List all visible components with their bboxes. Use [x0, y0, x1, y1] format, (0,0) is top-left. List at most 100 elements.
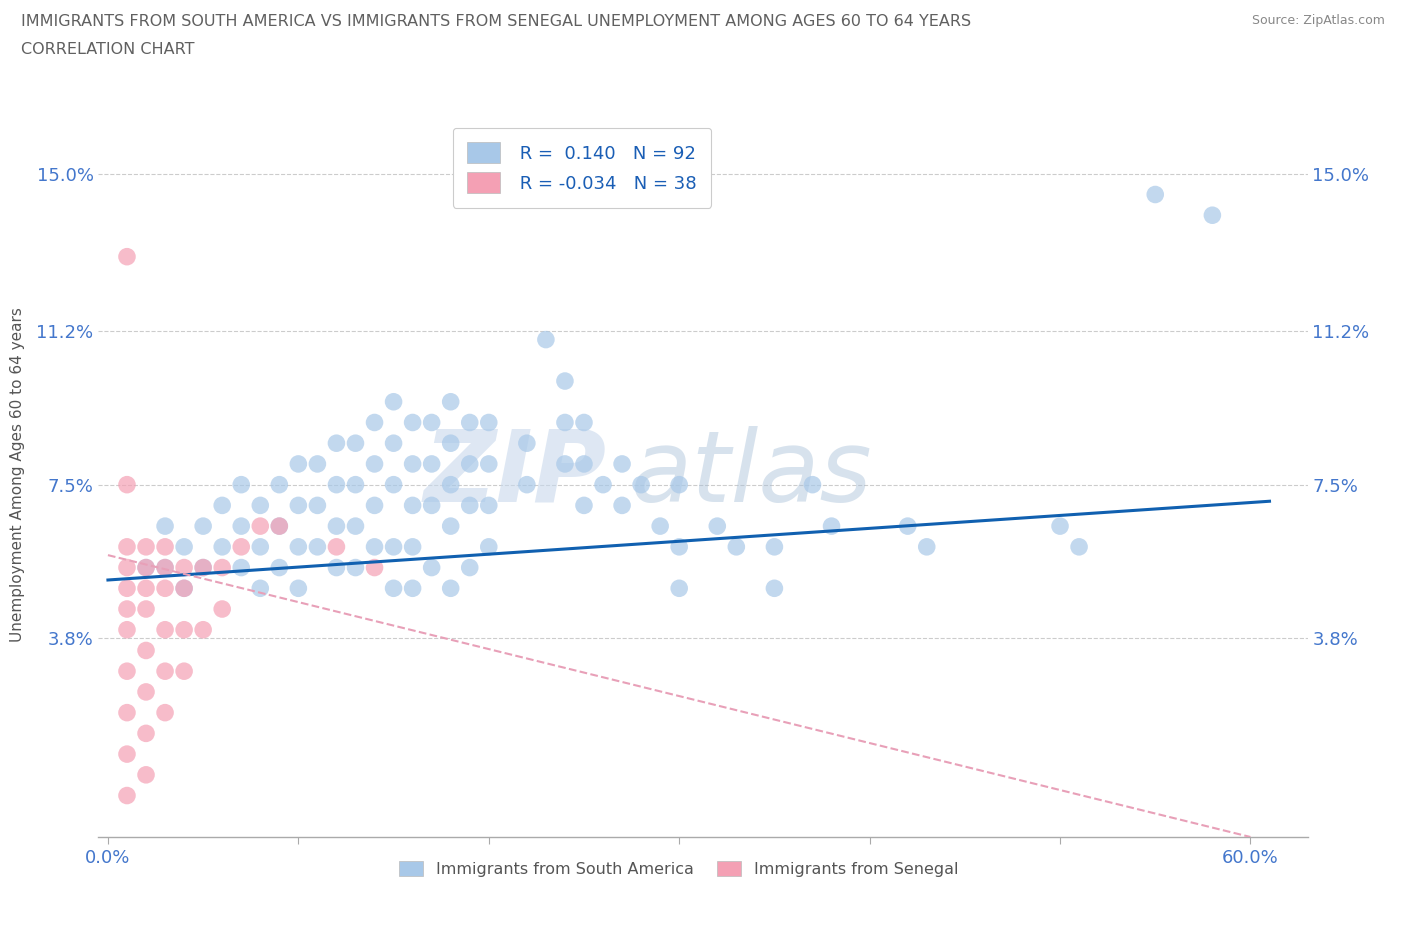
Point	[458, 560, 481, 575]
Point	[173, 622, 195, 637]
Point	[287, 581, 309, 596]
Point	[650, 519, 672, 534]
Point	[153, 664, 176, 679]
Point	[135, 602, 157, 617]
Point	[401, 498, 423, 512]
Point	[668, 477, 690, 492]
Point	[344, 477, 367, 492]
Point	[363, 560, 385, 575]
Point	[668, 539, 690, 554]
Point	[572, 415, 595, 430]
Point	[231, 539, 253, 554]
Point	[1049, 519, 1071, 534]
Point	[287, 457, 309, 472]
Point	[269, 519, 291, 534]
Point	[115, 705, 138, 720]
Point	[269, 477, 291, 492]
Point	[820, 519, 842, 534]
Point	[915, 539, 938, 554]
Point	[135, 560, 157, 575]
Point	[135, 767, 157, 782]
Point	[269, 519, 291, 534]
Point	[287, 498, 309, 512]
Point	[344, 436, 367, 451]
Point	[382, 436, 405, 451]
Point	[382, 477, 405, 492]
Point	[173, 581, 195, 596]
Point	[897, 519, 920, 534]
Point	[307, 539, 329, 554]
Point	[458, 498, 481, 512]
Point	[363, 539, 385, 554]
Point	[249, 581, 271, 596]
Point	[115, 602, 138, 617]
Legend: Immigrants from South America, Immigrants from Senegal: Immigrants from South America, Immigrant…	[392, 855, 965, 884]
Point	[191, 622, 214, 637]
Point	[173, 581, 195, 596]
Point	[610, 498, 633, 512]
Point	[420, 457, 443, 472]
Point	[572, 457, 595, 472]
Point	[191, 519, 214, 534]
Point	[363, 457, 385, 472]
Point	[287, 539, 309, 554]
Point	[440, 394, 463, 409]
Point	[135, 539, 157, 554]
Point	[307, 498, 329, 512]
Point	[325, 560, 347, 575]
Point	[173, 664, 195, 679]
Text: CORRELATION CHART: CORRELATION CHART	[21, 42, 194, 57]
Point	[1201, 207, 1223, 222]
Point	[115, 477, 138, 492]
Point	[211, 560, 233, 575]
Point	[478, 498, 501, 512]
Point	[135, 684, 157, 699]
Point	[630, 477, 652, 492]
Point	[478, 539, 501, 554]
Point	[344, 519, 367, 534]
Point	[592, 477, 614, 492]
Point	[115, 581, 138, 596]
Point	[153, 560, 176, 575]
Point	[763, 539, 786, 554]
Point	[115, 664, 138, 679]
Point	[516, 477, 538, 492]
Point	[420, 498, 443, 512]
Point	[153, 560, 176, 575]
Point	[706, 519, 728, 534]
Point	[249, 519, 271, 534]
Text: IMMIGRANTS FROM SOUTH AMERICA VS IMMIGRANTS FROM SENEGAL UNEMPLOYMENT AMONG AGES: IMMIGRANTS FROM SOUTH AMERICA VS IMMIGRA…	[21, 14, 972, 29]
Point	[325, 539, 347, 554]
Point	[135, 560, 157, 575]
Point	[307, 457, 329, 472]
Point	[211, 498, 233, 512]
Point	[610, 457, 633, 472]
Point	[211, 602, 233, 617]
Point	[401, 539, 423, 554]
Point	[363, 415, 385, 430]
Point	[135, 726, 157, 741]
Point	[478, 457, 501, 472]
Point	[115, 560, 138, 575]
Point	[401, 581, 423, 596]
Point	[572, 498, 595, 512]
Point	[231, 519, 253, 534]
Point	[440, 519, 463, 534]
Point	[420, 560, 443, 575]
Text: ZIP: ZIP	[423, 426, 606, 523]
Point	[382, 539, 405, 554]
Point	[668, 581, 690, 596]
Point	[115, 539, 138, 554]
Point	[115, 249, 138, 264]
Point	[231, 560, 253, 575]
Point	[153, 539, 176, 554]
Point	[115, 788, 138, 803]
Point	[440, 436, 463, 451]
Point	[554, 457, 576, 472]
Point	[325, 519, 347, 534]
Point	[478, 415, 501, 430]
Point	[325, 436, 347, 451]
Point	[249, 539, 271, 554]
Point	[440, 477, 463, 492]
Point	[191, 560, 214, 575]
